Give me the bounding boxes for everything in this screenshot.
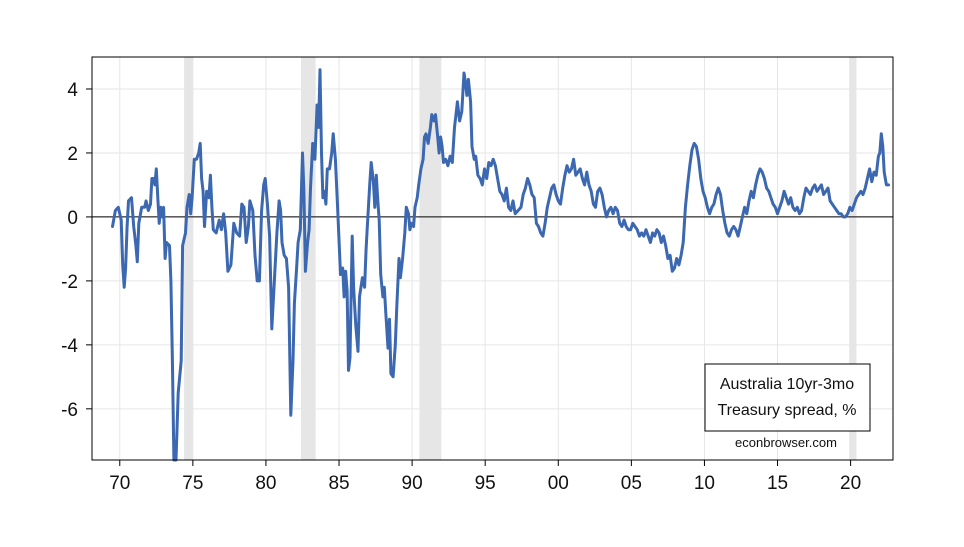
y-tick-label-1: 2: [67, 144, 78, 165]
y-tick-label-4: -4: [61, 336, 78, 357]
legend-line-1: Australia 10yr-3mo: [720, 376, 854, 393]
x-tick-label-7: 05: [621, 473, 642, 494]
recession-band-2: [419, 57, 442, 460]
x-tick-label-6: 00: [548, 473, 569, 494]
x-tick-label-2: 80: [255, 473, 276, 494]
recession-band-1: [301, 57, 316, 460]
plot-frame: [91, 56, 894, 461]
legend-line-2: Treasury spread, %: [717, 402, 856, 419]
legend-box: [704, 363, 871, 432]
x-tick-label-8: 10: [694, 473, 715, 494]
recession-band-3: [849, 57, 857, 460]
y-axis: 4 2 0 -2 -4 -6: [61, 80, 92, 421]
x-tick-label-0: 70: [109, 473, 130, 494]
y-tick-label-0: 4: [67, 80, 78, 101]
x-tick-label-1: 75: [182, 473, 203, 494]
x-tick-label-5: 95: [475, 473, 496, 494]
x-axis: 70 75 80 85 90 95 00 05 10 15 20: [109, 460, 861, 494]
x-tick-label-4: 90: [402, 473, 423, 494]
recession-band-0: [184, 57, 193, 460]
series-line: [111, 68, 891, 462]
x-tick-label-9: 15: [767, 473, 788, 494]
y-tick-label-5: -6: [61, 400, 78, 421]
y-tick-label-2: 0: [67, 208, 78, 229]
y-tick-label-3: -2: [61, 272, 78, 293]
x-tick-label-10: 20: [840, 473, 861, 494]
x-tick-label-3: 85: [328, 473, 349, 494]
legend: Australia 10yr-3mo Treasury spread, %: [704, 363, 871, 432]
credit-label: econbrowser.com: [735, 435, 837, 450]
